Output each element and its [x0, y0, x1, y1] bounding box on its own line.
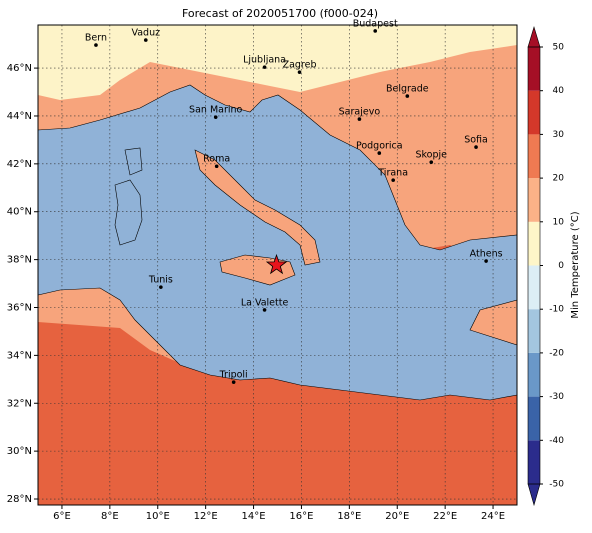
city-label: Belgrade — [386, 84, 429, 95]
colorbar-label: Min Temperature (°C) — [570, 211, 581, 318]
colorbar-band — [528, 221, 540, 266]
city-dot — [474, 145, 478, 149]
colorbar-tick-label: -40 — [549, 436, 564, 446]
city-label: Sarajevo — [339, 107, 381, 118]
x-tick-label: 6°E — [53, 511, 71, 522]
colorbar-band — [528, 352, 540, 397]
city-dot — [391, 178, 395, 182]
colorbar-tick-label: 20 — [553, 174, 565, 184]
city-label: Bern — [85, 33, 107, 44]
y-tick-label: 28°N — [7, 494, 32, 505]
cool-land — [38, 25, 517, 100]
colorbar-band — [528, 178, 540, 222]
city-label: Ljubljana — [243, 55, 286, 66]
city-label: Tripoli — [219, 370, 248, 381]
city-label: Roma — [203, 154, 230, 165]
x-tick-label: 22°E — [433, 511, 457, 522]
x-tick-label: 12°E — [194, 511, 218, 522]
city-dot — [405, 94, 410, 98]
y-tick-label: 38°N — [7, 255, 32, 266]
city-dot — [357, 117, 362, 121]
colorbar-tick-label: -20 — [549, 348, 564, 358]
city-dot — [262, 308, 267, 312]
city-label: Tunis — [148, 275, 173, 286]
city-label: Skopje — [415, 150, 447, 161]
city-label: Budapest — [353, 18, 398, 29]
colorbar-tick-label: 50 — [553, 43, 565, 53]
city-dot — [143, 38, 148, 42]
city-dot — [159, 285, 163, 289]
x-tick-label: 18°E — [337, 511, 361, 522]
x-tick-label: 8°E — [101, 511, 119, 522]
italy-coast — [194, 149, 321, 266]
y-tick-label: 42°N — [7, 159, 32, 170]
y-tick-label: 36°N — [7, 302, 32, 313]
colorbar-band — [528, 440, 540, 484]
colorbar-band — [528, 47, 540, 91]
city-label: La Valette — [241, 297, 289, 308]
colorbar-band — [528, 90, 540, 135]
city-dot — [262, 65, 267, 69]
y-tick-label: 40°N — [7, 207, 32, 218]
city-dot — [214, 164, 219, 169]
colorbar-extend — [527, 483, 541, 507]
y-tick-label: 34°N — [7, 350, 32, 361]
colorbar-band — [528, 134, 540, 179]
city-label: Sofia — [464, 135, 488, 146]
city-label: Athens — [470, 249, 503, 260]
city-label: Vaduz — [131, 28, 160, 39]
city-label: San Marino — [189, 105, 242, 116]
x-tick-label: 24°E — [481, 511, 505, 522]
y-tick-label: 46°N — [7, 63, 32, 74]
warm-land — [38, 322, 517, 505]
colorbar-band — [528, 265, 540, 310]
city-dot — [373, 29, 378, 33]
map-frame — [37, 24, 518, 506]
x-tick-label: 10°E — [146, 511, 170, 522]
city-dot — [213, 115, 218, 119]
colorbar-extend — [527, 25, 541, 48]
forecast-point — [265, 253, 288, 275]
colorbar: -50 -40 -30 -20 -10 0 10 20 30 40 50 — [527, 25, 565, 507]
city-dot — [377, 151, 382, 155]
colorbar-tick-label: 10 — [553, 217, 565, 227]
corsica — [124, 147, 143, 176]
colorbar-tick-label: -50 — [549, 480, 564, 490]
map-title: Forecast of 2020051700 (f000-024) — [182, 7, 378, 20]
y-tick-label: 30°N — [7, 446, 32, 457]
colorbar-tick-label: 0 — [558, 261, 564, 271]
colorbar-tick-label: 40 — [553, 86, 565, 96]
city-dot — [94, 43, 98, 47]
colorbar-band — [528, 309, 540, 353]
colorbar-tick-label: -30 — [549, 392, 564, 402]
x-tick-label: 20°E — [385, 511, 409, 522]
city-dot — [484, 259, 488, 263]
city-dot — [231, 380, 236, 384]
colorbar-tick-label: 30 — [553, 130, 565, 140]
city-label: Zagreb — [283, 60, 317, 71]
city-label: Tirana — [377, 168, 408, 179]
y-tick-label: 32°N — [7, 398, 32, 409]
x-tick-label: 14°E — [242, 511, 266, 522]
colorbar-tick-label: -10 — [549, 305, 564, 315]
city-dot — [297, 70, 302, 74]
x-tick-label: 16°E — [289, 511, 313, 522]
y-tick-label: 44°N — [7, 111, 32, 122]
city-label: Podgorica — [356, 141, 403, 152]
sardinia — [114, 179, 143, 246]
colorbar-band — [528, 396, 540, 441]
city-dot — [429, 160, 434, 164]
